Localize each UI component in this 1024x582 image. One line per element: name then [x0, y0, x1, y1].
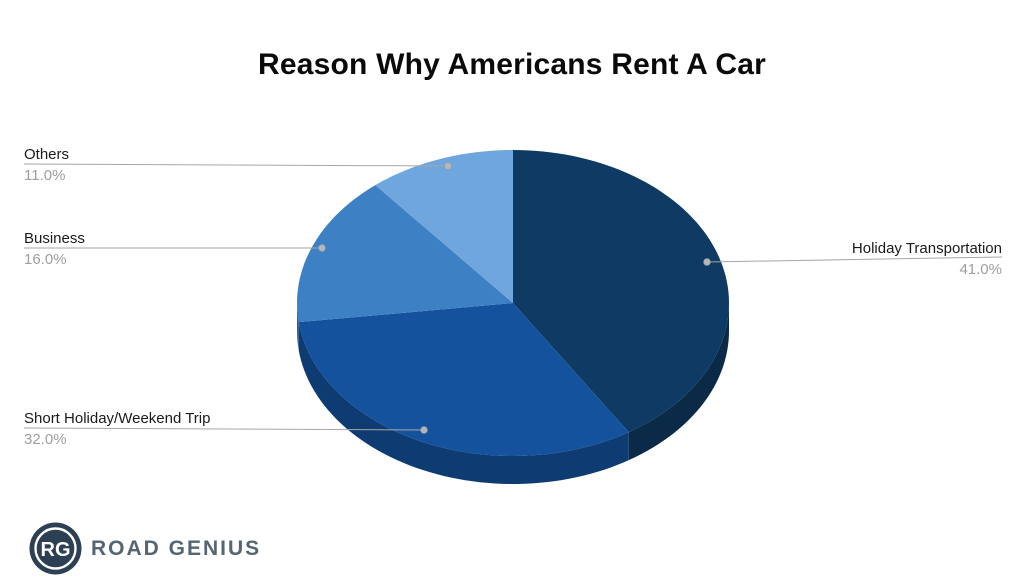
road-genius-logo-icon: RG [29, 522, 82, 575]
slice-label: Others [24, 146, 70, 163]
callout-business: Business 16.0% [24, 230, 85, 268]
slice-label: Short Holiday/Weekend Trip [24, 410, 211, 427]
slice-percent: 16.0% [24, 251, 67, 268]
pie-slice-business [297, 185, 513, 323]
logo-badge-circle [29, 522, 82, 575]
pie-slice-side-short-holiday-weekend-trip [298, 322, 629, 484]
leader-dot-holiday-transportation [703, 258, 711, 266]
slice-percent: 11.0% [24, 167, 66, 184]
slice-label: Business [24, 230, 85, 247]
road-genius-logo: RG ROAD GENIUS [29, 522, 261, 575]
pie-slice-holiday-transportation [513, 150, 729, 433]
leader-line-others [23, 163, 449, 167]
pie-slice-others [375, 150, 513, 303]
logo-monogram: RG [41, 539, 71, 561]
callout-holiday-transportation: Holiday Transportation 41.0% [702, 240, 1002, 278]
pie-slice-side-holiday-transportation [628, 303, 729, 461]
callout-short-holiday-weekend-trip: Short Holiday/Weekend Trip 32.0% [24, 410, 210, 448]
slice-label: Holiday Transportation [851, 240, 1002, 257]
logo-badge-ring [34, 527, 77, 570]
callout-others: Others 11.0% [24, 146, 69, 184]
leader-dot-short-holiday-weekend-trip [420, 426, 428, 434]
leader-line-short-holiday-weekend-trip [23, 427, 425, 431]
leader-dot-others [444, 162, 452, 170]
slice-percent: 32.0% [24, 431, 67, 448]
slice-percent: 41.0% [959, 261, 1002, 278]
chart-title: Reason Why Americans Rent A Car [258, 48, 766, 81]
leader-line-holiday-transportation [706, 256, 1003, 263]
logo-text: ROAD GENIUS [91, 536, 262, 560]
pie-slice-short-holiday-weekend-trip [298, 303, 629, 456]
pie-slice-side-business [297, 303, 299, 351]
leader-dot-business [318, 244, 326, 252]
